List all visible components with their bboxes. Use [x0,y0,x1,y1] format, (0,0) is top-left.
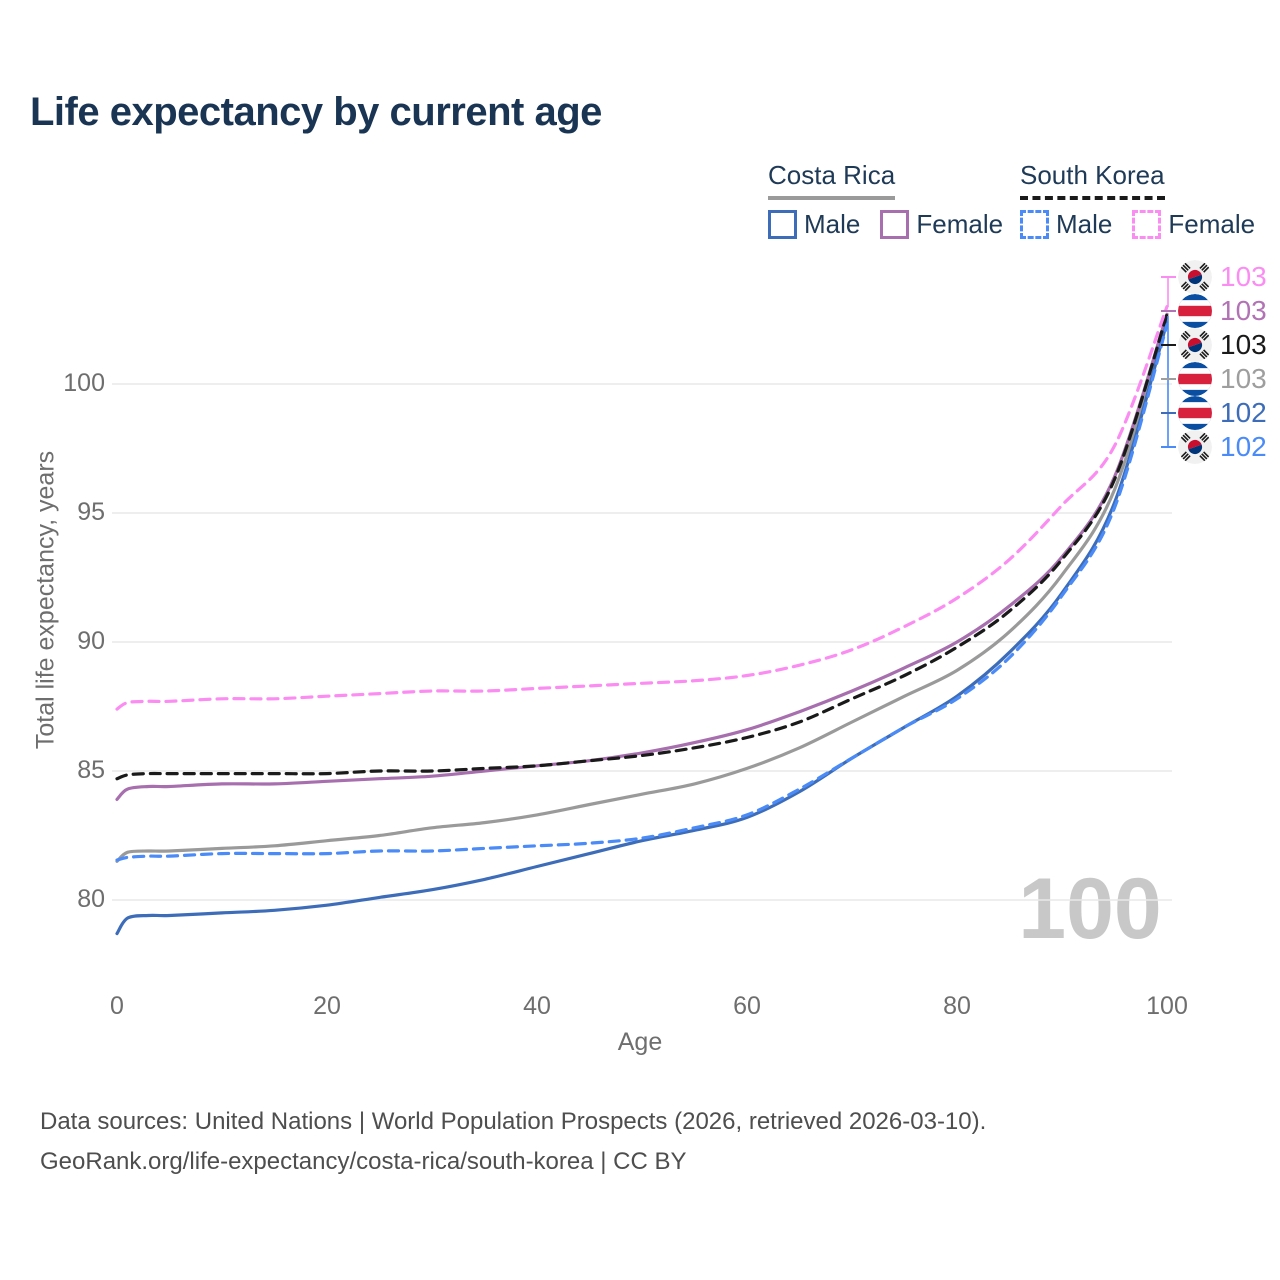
end-label-south-korea-male: 102 [1178,430,1267,464]
end-label-south-korea-total: 103 [1178,328,1267,362]
end-label-value: 103 [1220,261,1267,292]
x-tick-80: 80 [943,992,971,1020]
costa-rica-flag-icon [1178,396,1212,430]
x-tick-40: 40 [523,992,551,1020]
legend-item-costa-rica-male[interactable]: Male [768,209,860,240]
costa-rica-flag-icon [1178,294,1212,328]
x-tick-20: 20 [313,992,341,1020]
end-label-costa-rica-total: 103 [1178,362,1267,396]
south-korea-flag-icon [1178,260,1212,294]
costa-rica-male-swatch [768,210,797,239]
x-tick-0: 0 [110,992,124,1020]
legend-group-south-korea: South Korea Male Female [1020,160,1255,240]
x-tick-60: 60 [733,992,761,1020]
legend-label: Female [916,209,1004,239]
end-label-costa-rica-male: 102 [1178,396,1267,430]
end-label-value: 103 [1220,363,1267,394]
x-axis-title: Age [617,1028,663,1056]
costa-rica-flag-icon [1178,362,1212,396]
south-korea-female-swatch [1132,210,1162,239]
end-label-value: 102 [1220,431,1267,462]
attribution-text: GeoRank.org/life-expectancy/costa-rica/s… [40,1148,687,1175]
age-watermark: 100 [1018,861,1162,957]
legend-item-costa-rica-female[interactable]: Female [880,209,1003,240]
y-tick-95: 95 [77,498,105,526]
x-tick-100: 100 [1146,992,1188,1020]
legend-group-costa-rica: Costa Rica Male Female [768,160,1003,240]
end-label-value: 103 [1220,295,1267,326]
y-axis-title: Total life expectancy, years [31,450,60,750]
south-korea-flag-icon [1178,430,1212,464]
y-tick-85: 85 [77,756,105,784]
legend-label: Female [1168,209,1256,239]
y-tick-90: 90 [77,627,105,655]
end-label-costa-rica-female: 103 [1178,294,1267,328]
costa-rica-female-swatch [880,210,910,239]
legend-label: Male [1056,209,1113,239]
legend-label: Male [804,209,861,239]
page-title: Life expectancy by current age [30,90,602,134]
south-korea-flag-icon [1178,328,1212,362]
legend-item-south-korea-male[interactable]: Male [1020,209,1112,240]
legend-item-south-korea-female[interactable]: Female [1132,209,1255,240]
data-sources-text: Data sources: United Nations | World Pop… [40,1108,987,1135]
south-korea-male-swatch [1020,210,1049,239]
y-tick-80: 80 [77,885,105,913]
legend-heading-costa-rica[interactable]: Costa Rica [768,160,896,200]
end-label-south-korea-female: 103 [1178,260,1267,294]
end-label-value: 103 [1220,329,1267,360]
end-label-value: 102 [1220,397,1267,428]
legend-heading-south-korea[interactable]: South Korea [1020,160,1165,200]
y-tick-100: 100 [63,369,105,397]
